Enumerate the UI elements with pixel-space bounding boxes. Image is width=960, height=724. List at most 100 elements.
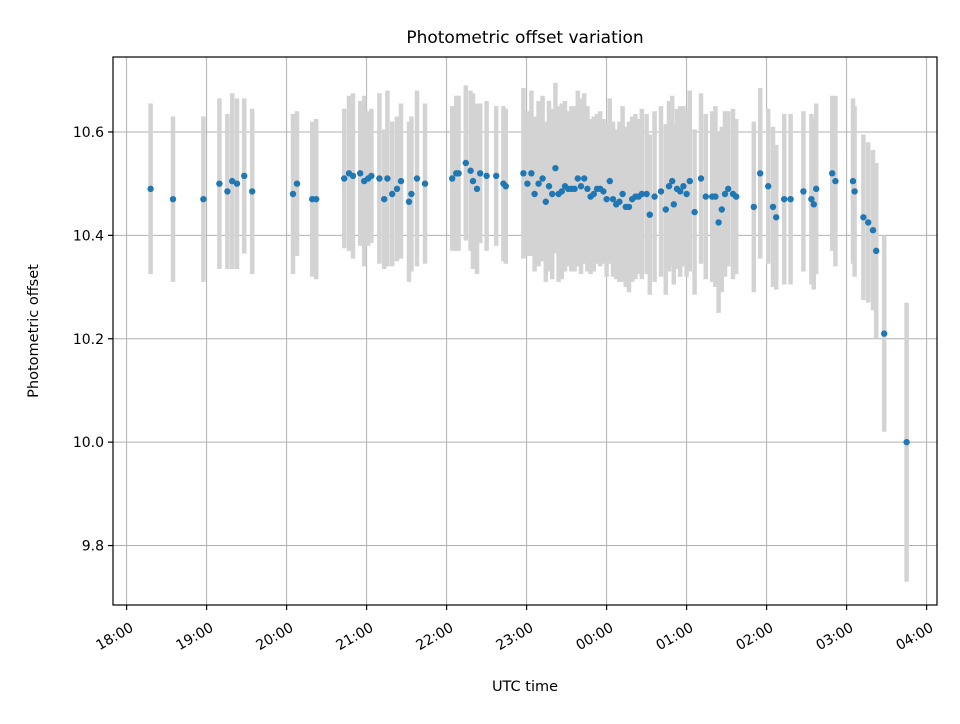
- data-point: [725, 185, 732, 193]
- data-point: [697, 175, 705, 182]
- data-point: [781, 195, 788, 203]
- data-point: [787, 195, 794, 203]
- data-point: [860, 214, 867, 221]
- data-point: [638, 190, 645, 198]
- data-point: [493, 172, 500, 180]
- data-point: [691, 208, 698, 216]
- data-point: [408, 190, 415, 198]
- data-point: [469, 177, 477, 185]
- data-point: [616, 198, 623, 205]
- data-point: [581, 175, 588, 182]
- data-points: [147, 159, 910, 446]
- data-point: [851, 188, 858, 195]
- data-point: [535, 180, 542, 187]
- data-point: [590, 190, 597, 198]
- data-point: [549, 190, 556, 198]
- data-point: [405, 198, 413, 205]
- x-axis-label: UTC time: [492, 679, 558, 695]
- data-point: [733, 193, 740, 200]
- data-point: [249, 188, 256, 195]
- data-point: [829, 170, 836, 177]
- data-point: [455, 170, 462, 177]
- data-point: [349, 172, 357, 180]
- data-point: [873, 247, 880, 255]
- data-point: [712, 193, 719, 200]
- data-point: [169, 195, 177, 203]
- data-point: [773, 214, 780, 221]
- data-point: [216, 180, 223, 187]
- y-tick-label: 10.0: [73, 435, 104, 451]
- data-point: [389, 190, 396, 198]
- y-tick-label: 10.4: [73, 228, 104, 244]
- data-point: [384, 175, 391, 182]
- data-point: [625, 203, 633, 211]
- data-point: [769, 203, 777, 211]
- data-point: [662, 206, 669, 213]
- data-point: [686, 177, 693, 185]
- data-point: [677, 188, 684, 195]
- data-point: [665, 183, 673, 190]
- y-tick-label: 10.2: [73, 332, 104, 348]
- data-point: [651, 193, 658, 200]
- data-point: [397, 177, 405, 185]
- data-point: [528, 170, 535, 177]
- data-point: [473, 185, 481, 193]
- data-point: [449, 175, 456, 182]
- data-point: [810, 201, 817, 208]
- data-point: [683, 190, 690, 198]
- plot-frame: [112, 56, 938, 606]
- data-point: [483, 172, 490, 180]
- data-point: [241, 172, 248, 180]
- data-point: [643, 190, 650, 198]
- data-point: [393, 185, 401, 193]
- data-point: [903, 438, 910, 446]
- data-point: [552, 164, 559, 172]
- data-point: [539, 175, 546, 182]
- data-point: [813, 185, 820, 193]
- data-point: [849, 177, 857, 185]
- data-point: [413, 175, 421, 182]
- data-point: [558, 188, 565, 195]
- data-point: [750, 203, 757, 211]
- data-point: [462, 159, 469, 167]
- data-point: [200, 195, 207, 203]
- data-point: [865, 219, 872, 226]
- data-point: [341, 175, 348, 182]
- data-point: [800, 188, 807, 195]
- data-point: [600, 188, 607, 195]
- data-point: [421, 180, 429, 187]
- data-point: [702, 193, 709, 200]
- data-point: [619, 190, 626, 198]
- data-point: [229, 177, 236, 185]
- data-point: [147, 185, 154, 193]
- chart-title: Photometric offset variation: [406, 28, 643, 48]
- data-point: [381, 195, 388, 203]
- data-point: [669, 177, 676, 185]
- data-point: [657, 188, 665, 195]
- data-point: [233, 180, 241, 187]
- data-point: [574, 175, 581, 182]
- y-tick-label: 10.6: [73, 125, 104, 141]
- data-point: [603, 195, 610, 203]
- data-point: [577, 183, 585, 190]
- data-point: [502, 183, 509, 190]
- data-point: [542, 198, 549, 205]
- data-point: [609, 195, 617, 203]
- data-point: [524, 180, 531, 187]
- data-point: [646, 211, 653, 218]
- data-point: [606, 177, 613, 185]
- data-point: [477, 170, 484, 177]
- data-point: [765, 183, 772, 190]
- data-point: [584, 185, 591, 193]
- y-axis-ticks: 9.8 10.0 10.2 10.4 10.6: [73, 125, 113, 555]
- data-point: [357, 170, 364, 177]
- data-point: [721, 190, 729, 198]
- data-point: [545, 183, 553, 190]
- data-point: [715, 219, 722, 226]
- data-point: [881, 330, 888, 337]
- data-point: [376, 175, 383, 182]
- y-axis-label: Photometric offset: [26, 264, 42, 398]
- data-point: [808, 195, 815, 203]
- data-point: [224, 188, 231, 195]
